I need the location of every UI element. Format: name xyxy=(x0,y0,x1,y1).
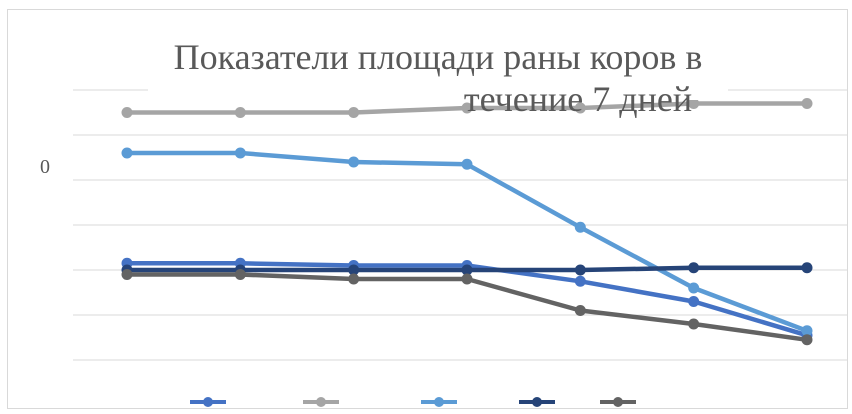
legend-swatch-marker xyxy=(434,397,444,407)
chart-frame: Показатели площади раны коров в течение … xyxy=(7,9,848,409)
data-point xyxy=(801,98,813,109)
data-point xyxy=(121,107,133,118)
chart-title-line2: течение 7 дней xyxy=(464,79,692,119)
data-point xyxy=(121,147,133,159)
legend-label: день xyxy=(459,404,494,409)
data-point xyxy=(688,98,700,109)
series-5 xyxy=(121,269,813,346)
data-point xyxy=(348,264,360,276)
data-point xyxy=(348,156,360,168)
legend-swatch-marker xyxy=(316,397,326,407)
title-layer: Показатели площади раны коров в течение … xyxy=(148,30,728,119)
data-point xyxy=(234,107,246,118)
data-point xyxy=(688,318,700,330)
data-point xyxy=(461,158,473,170)
data-point xyxy=(461,264,473,276)
data-point xyxy=(348,107,360,118)
legend-swatch-marker xyxy=(613,397,623,407)
legend-entry xyxy=(303,397,339,407)
title-background xyxy=(148,30,728,100)
data-point xyxy=(121,269,133,280)
data-point xyxy=(574,275,586,287)
legend-entry: день xyxy=(190,397,263,409)
data-point xyxy=(461,273,473,285)
legend-entry: день xyxy=(421,397,494,409)
data-point xyxy=(234,269,246,280)
data-point xyxy=(801,325,813,337)
series-layer xyxy=(121,98,813,346)
data-point xyxy=(574,264,586,276)
chart-title: Показатели площади раны коров в xyxy=(174,37,703,77)
data-point xyxy=(348,273,360,285)
series-2 xyxy=(121,98,813,118)
data-point xyxy=(801,262,813,274)
legend-swatch-marker xyxy=(532,397,542,407)
legend-entry xyxy=(600,397,636,407)
data-point xyxy=(688,296,700,307)
data-point xyxy=(574,102,586,114)
legend-swatch-marker xyxy=(203,397,213,407)
data-point xyxy=(234,147,246,159)
data-point xyxy=(461,102,473,114)
data-point xyxy=(574,305,586,316)
legend: день день xyxy=(190,397,636,409)
y-tick-label: 0 xyxy=(40,156,50,178)
series-3 xyxy=(121,147,813,337)
line-chart: Показатели площади раны коров в течение … xyxy=(40,30,847,409)
data-point xyxy=(801,334,813,346)
gridlines xyxy=(73,89,847,361)
legend-label: день xyxy=(228,404,263,409)
data-point xyxy=(688,262,700,274)
data-point xyxy=(688,282,700,294)
legend-entry xyxy=(519,397,555,407)
data-point xyxy=(574,221,586,233)
